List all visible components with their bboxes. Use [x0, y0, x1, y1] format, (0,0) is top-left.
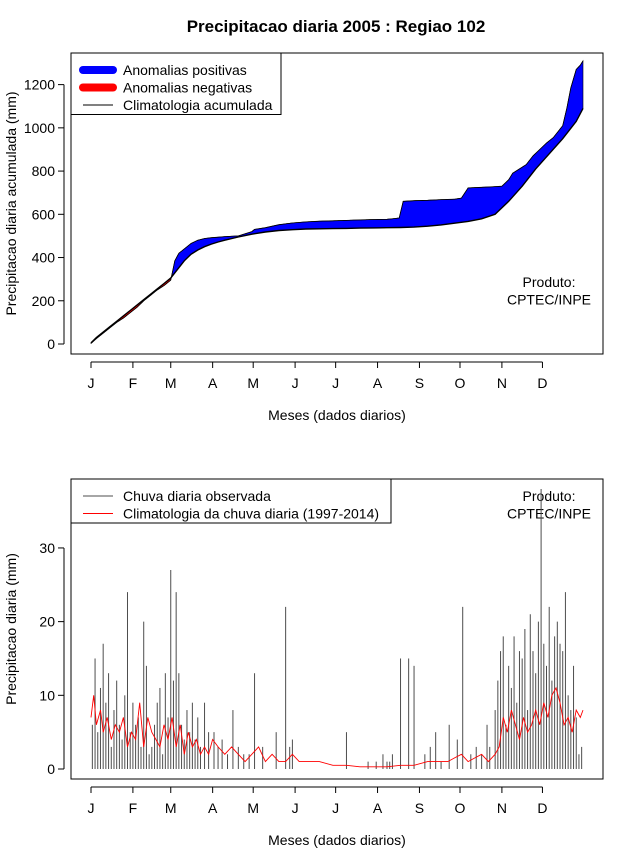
y-tick-label: 1200	[24, 77, 55, 93]
x-tick-label: M	[165, 375, 177, 391]
annotation-text: Produto:	[523, 488, 576, 504]
x-tick-label: A	[208, 800, 218, 816]
x-tick-label: N	[497, 375, 507, 391]
x-tick-label: J	[332, 375, 339, 391]
y-tick-label: 30	[39, 540, 55, 556]
x-tick-label: J	[88, 375, 95, 391]
plot-frame	[70, 478, 604, 780]
climatology-line	[90, 108, 584, 344]
y-tick-label: 10	[39, 687, 55, 703]
y-tick-label: 600	[32, 206, 56, 222]
x-tick-label: J	[292, 375, 299, 391]
x-tick-label: N	[497, 800, 507, 816]
y-tick-label: 400	[32, 250, 56, 266]
observed-cumulative-line	[90, 60, 584, 344]
legend-label: Climatologia acumulada	[123, 97, 273, 113]
annotation-text: Produto:	[523, 274, 576, 290]
x-tick-label: M	[165, 800, 177, 816]
x-axis-label: Meses (dados diarios)	[268, 407, 406, 423]
y-axis-label: Precipitacao diaria acumulada (mm)	[3, 91, 19, 315]
climatology-daily-line	[90, 686, 584, 768]
x-tick-label: S	[415, 375, 424, 391]
x-tick-label: D	[537, 800, 547, 816]
x-tick-label: O	[455, 375, 466, 391]
x-tick-label: F	[129, 800, 138, 816]
legend-label: Chuva diaria observada	[123, 488, 271, 504]
y-tick-label: 1000	[24, 120, 55, 136]
legend-label: Anomalias positivas	[123, 62, 247, 78]
y-tick-label: 0	[47, 336, 55, 352]
cumulative-precipitation-chart: 0 200 400 600 800 1000 1200 J F M A M J J A S O N D Meses (…	[3, 52, 604, 423]
y-axis-label: Precipitacao diaria (mm)	[3, 553, 19, 705]
x-tick-label: M	[247, 375, 259, 391]
chart-title: Precipitacao diaria 2005 : Regiao 102	[187, 17, 486, 36]
x-axis-label: Meses (dados diarios)	[268, 832, 406, 848]
x-tick-label: A	[373, 375, 383, 391]
x-tick-label: J	[88, 800, 95, 816]
y-tick-label: 800	[32, 163, 56, 179]
x-tick-label: A	[208, 375, 218, 391]
x-tick-label: A	[373, 800, 383, 816]
legend-box	[70, 478, 392, 524]
annotation-text: CPTEC/INPE	[507, 292, 591, 308]
y-tick-label: 200	[32, 293, 56, 309]
x-tick-label: F	[129, 375, 138, 391]
x-tick-label: S	[415, 800, 424, 816]
legend-label: Climatologia da chuva diaria (1997-2014)	[123, 506, 379, 522]
x-tick-label: M	[247, 800, 259, 816]
y-tick-label: 20	[39, 614, 55, 630]
y-tick-label: 0	[47, 761, 55, 777]
annotation-text: CPTEC/INPE	[507, 506, 591, 522]
x-tick-label: O	[455, 800, 466, 816]
plot-frame	[70, 52, 604, 355]
x-tick-label: D	[537, 375, 547, 391]
legend-label: Anomalias negativas	[123, 80, 252, 96]
x-tick-label: J	[332, 800, 339, 816]
x-tick-label: J	[292, 800, 299, 816]
daily-precipitation-chart: 0 10 20 30 J F M A M J J A S O N D Meses (dados diarios)…	[3, 478, 604, 848]
